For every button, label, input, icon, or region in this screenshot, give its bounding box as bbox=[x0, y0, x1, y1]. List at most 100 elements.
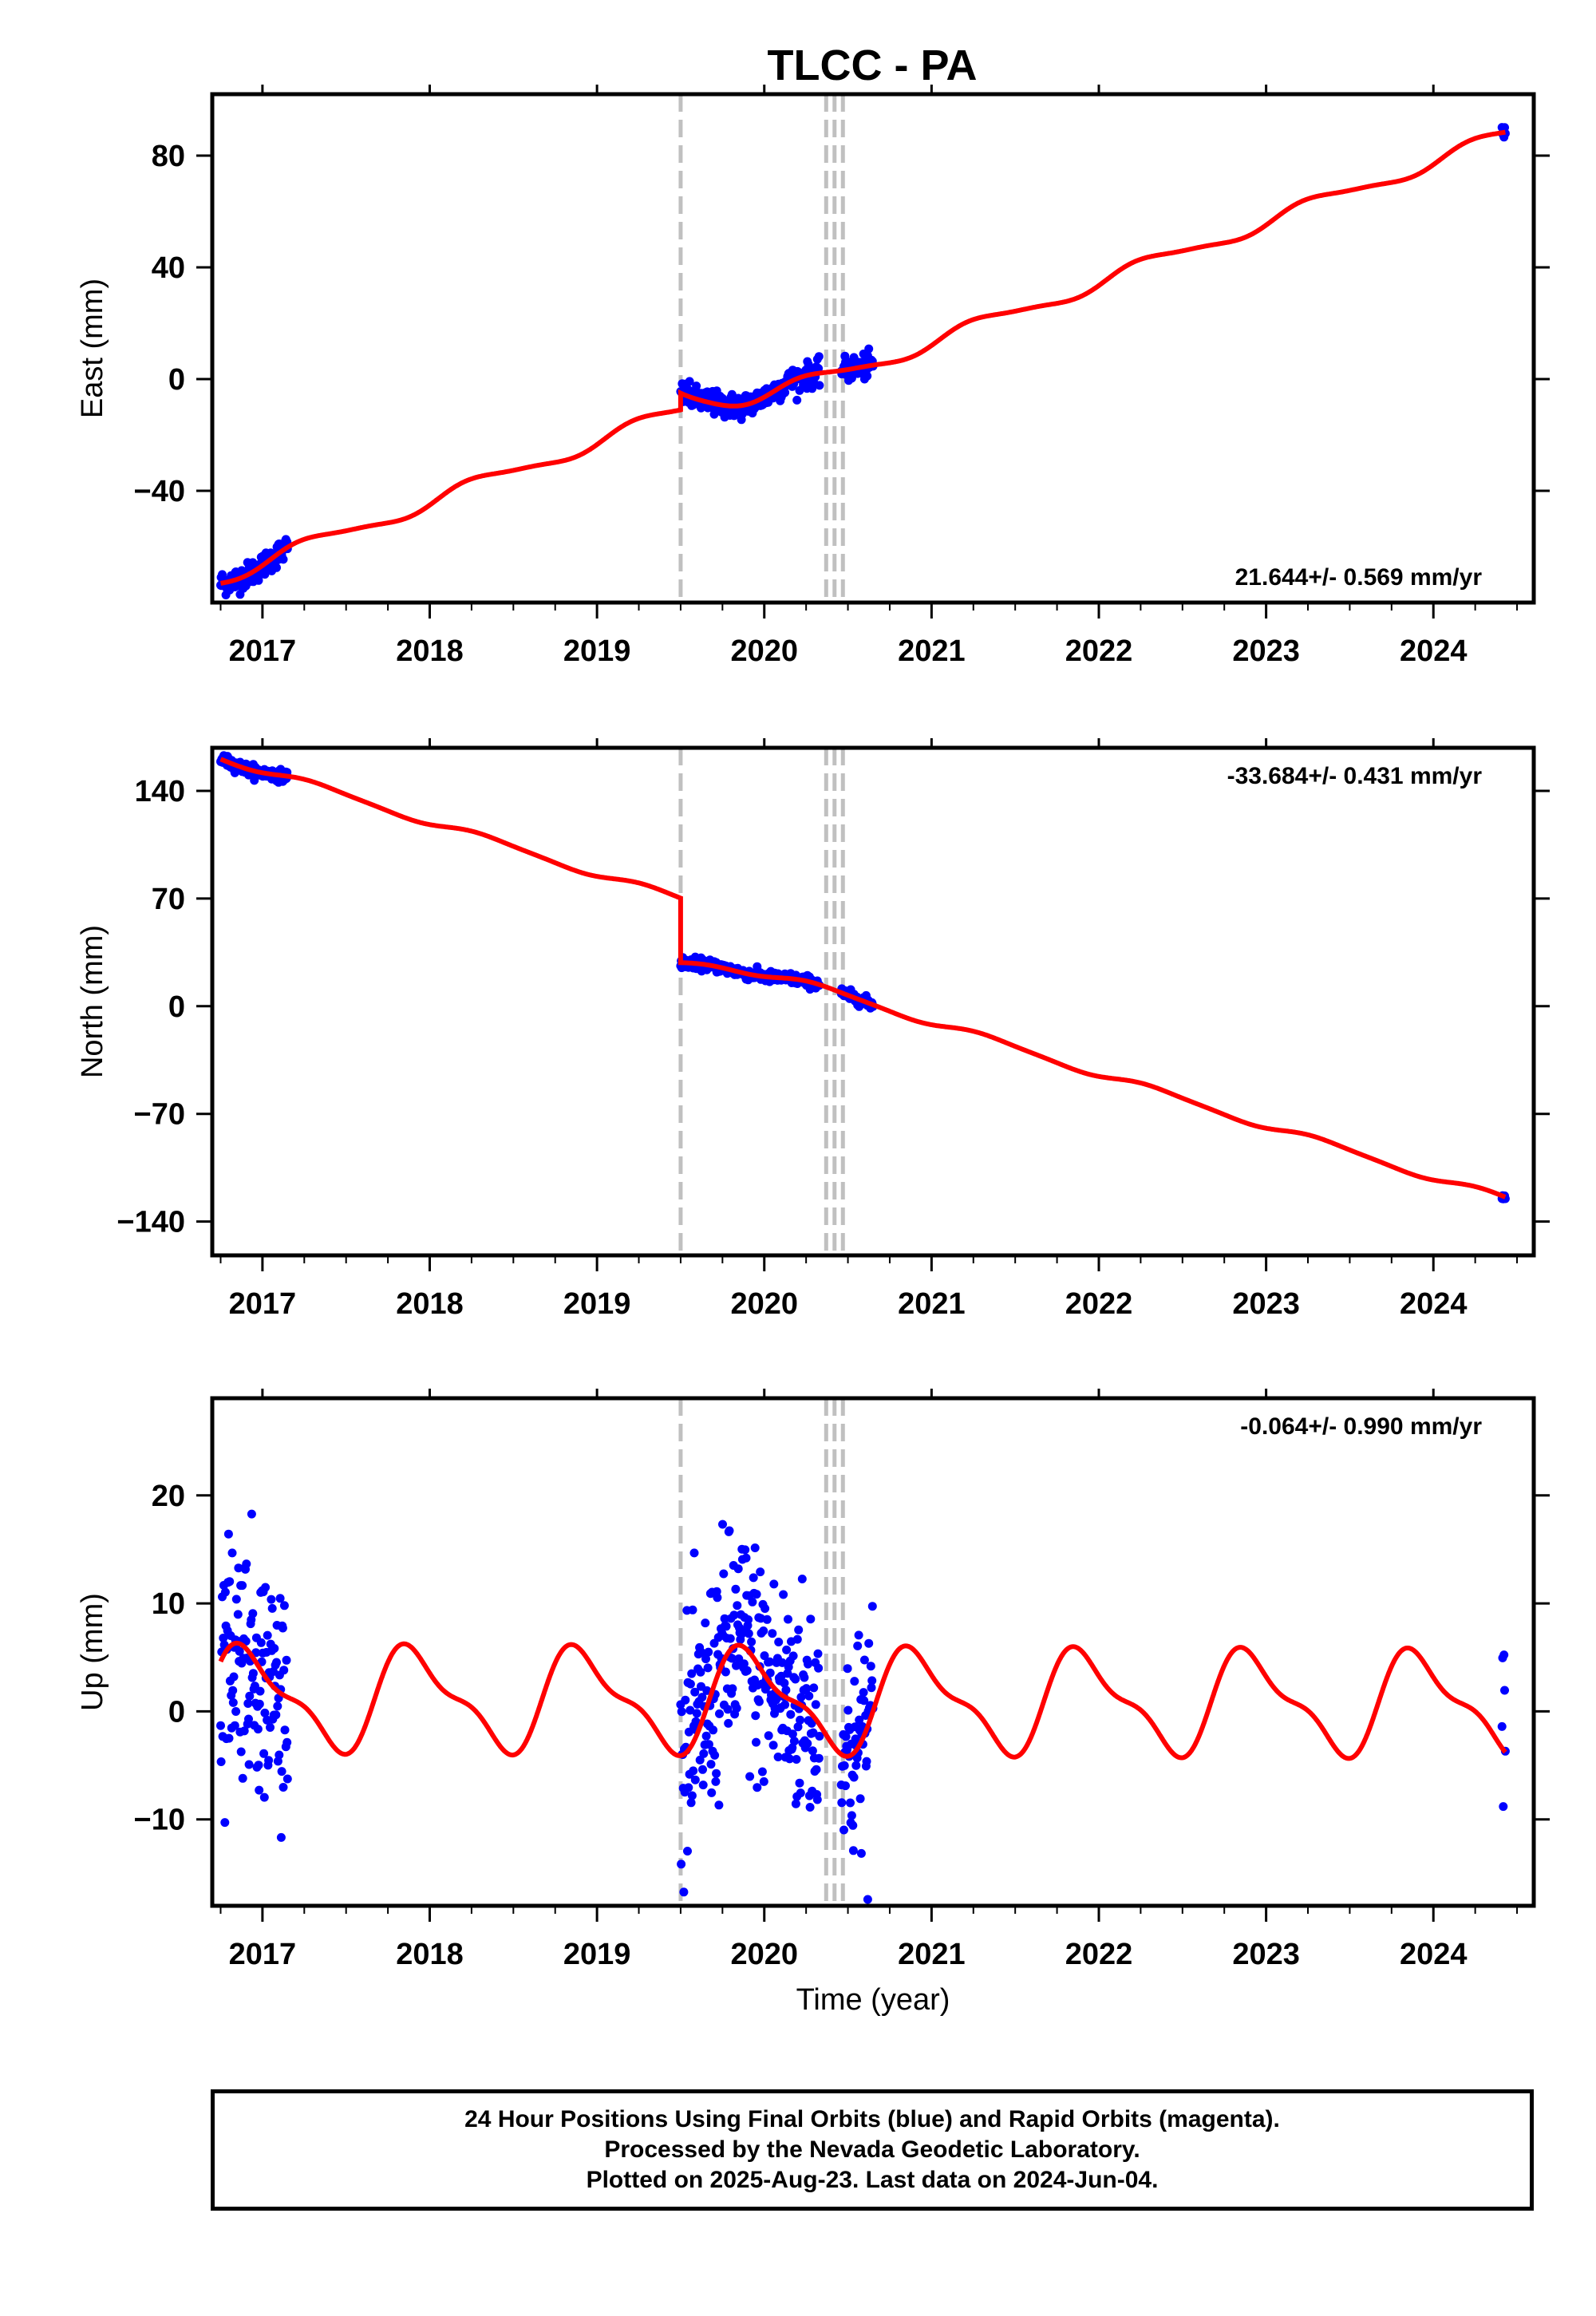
data-point bbox=[701, 1731, 711, 1741]
data-point bbox=[715, 1709, 724, 1718]
data-point bbox=[729, 1611, 739, 1620]
data-point bbox=[848, 1820, 858, 1830]
data-point bbox=[701, 1618, 710, 1628]
data-point bbox=[797, 1575, 807, 1583]
data-point bbox=[692, 381, 701, 391]
data-point bbox=[855, 1794, 865, 1804]
data-point bbox=[762, 1614, 772, 1624]
x-tick-label: 2017 bbox=[229, 1938, 297, 1971]
x-axis-label: Time (year) bbox=[796, 1983, 950, 2017]
data-point bbox=[802, 1684, 811, 1694]
data-point bbox=[864, 344, 874, 354]
data-point bbox=[867, 1676, 877, 1686]
data-point bbox=[702, 1686, 712, 1695]
x-tick-label: 2024 bbox=[1400, 1938, 1468, 1971]
data-point bbox=[782, 1645, 792, 1654]
data-point bbox=[267, 1603, 277, 1613]
data-point bbox=[712, 1769, 721, 1778]
y-tick-label: 20 bbox=[152, 1480, 185, 1513]
data-point bbox=[780, 388, 790, 397]
data-point bbox=[780, 1678, 789, 1688]
data-point bbox=[862, 1757, 871, 1766]
data-point bbox=[681, 1695, 690, 1705]
data-point bbox=[853, 1641, 863, 1650]
data-point bbox=[741, 1545, 750, 1555]
data-point bbox=[732, 1661, 741, 1670]
data-point bbox=[698, 1780, 708, 1790]
data-point bbox=[684, 1727, 693, 1737]
data-point bbox=[803, 1739, 812, 1749]
data-point bbox=[695, 1755, 705, 1765]
data-point bbox=[706, 1760, 716, 1769]
data-point bbox=[848, 1846, 858, 1856]
x-tick-label: 2020 bbox=[730, 1287, 798, 1321]
x-tick-label: 2017 bbox=[229, 634, 297, 668]
data-point bbox=[765, 1657, 774, 1666]
data-point bbox=[685, 1679, 695, 1689]
data-point bbox=[814, 364, 824, 373]
data-point bbox=[864, 1638, 874, 1648]
data-point bbox=[863, 1895, 872, 1904]
data-point bbox=[811, 1700, 820, 1709]
data-point bbox=[849, 1773, 859, 1782]
x-tick-label: 2023 bbox=[1232, 1938, 1300, 1971]
y-tick-label: 0 bbox=[168, 363, 185, 397]
data-point bbox=[759, 1777, 768, 1786]
footer-line-orbits: 24 Hour Positions Using Final Orbits (bl… bbox=[464, 2106, 1280, 2132]
data-point bbox=[254, 1761, 263, 1770]
data-point bbox=[690, 1775, 700, 1784]
data-point bbox=[784, 1614, 792, 1624]
data-point bbox=[1499, 1650, 1509, 1660]
data-point bbox=[677, 1707, 686, 1717]
data-point bbox=[677, 1860, 686, 1869]
data-point bbox=[719, 1569, 729, 1579]
model-curve bbox=[219, 757, 1507, 1199]
data-point bbox=[279, 1783, 288, 1792]
data-point bbox=[725, 1634, 735, 1643]
final-orbit-points bbox=[216, 1509, 1510, 1904]
footer-line-processor: Processed by the Nevada Geodetic Laborat… bbox=[604, 2136, 1140, 2163]
data-point bbox=[760, 1651, 769, 1661]
data-point bbox=[255, 1699, 264, 1709]
data-point bbox=[279, 1601, 289, 1611]
data-point bbox=[233, 1610, 243, 1619]
data-point bbox=[697, 1648, 706, 1658]
data-point bbox=[263, 1630, 272, 1640]
data-point bbox=[1500, 1686, 1509, 1695]
data-point bbox=[255, 1686, 265, 1696]
data-point bbox=[253, 1725, 263, 1734]
data-point bbox=[720, 1614, 729, 1623]
plot-frame bbox=[210, 92, 1536, 605]
x-tick-label: 2019 bbox=[563, 1938, 631, 1971]
data-point bbox=[733, 1564, 743, 1574]
data-point bbox=[788, 1743, 797, 1753]
data-point bbox=[261, 1583, 271, 1592]
data-point bbox=[709, 1725, 718, 1735]
data-point bbox=[854, 1630, 863, 1640]
data-point bbox=[686, 1798, 696, 1808]
data-point bbox=[256, 1638, 266, 1647]
data-point bbox=[264, 1756, 274, 1765]
data-point bbox=[777, 1658, 787, 1667]
y-axis-label: East (mm) bbox=[76, 279, 109, 418]
data-point bbox=[687, 1669, 697, 1678]
data-point bbox=[759, 1626, 768, 1635]
data-point bbox=[687, 1791, 697, 1800]
data-point bbox=[230, 1721, 239, 1730]
data-point bbox=[220, 1818, 230, 1828]
data-point bbox=[245, 1691, 255, 1701]
plot-frame bbox=[210, 745, 1536, 1258]
data-point bbox=[804, 1659, 812, 1669]
data-point bbox=[248, 1609, 258, 1618]
data-point bbox=[859, 1655, 869, 1665]
data-point bbox=[723, 1705, 733, 1714]
data-point bbox=[806, 1614, 816, 1624]
data-point bbox=[236, 1747, 246, 1757]
y-tick-label: 10 bbox=[152, 1587, 185, 1621]
data-point bbox=[837, 1798, 847, 1808]
data-point bbox=[839, 1825, 848, 1835]
data-point bbox=[685, 1705, 695, 1715]
data-point bbox=[248, 1669, 258, 1678]
data-point bbox=[744, 1615, 753, 1624]
